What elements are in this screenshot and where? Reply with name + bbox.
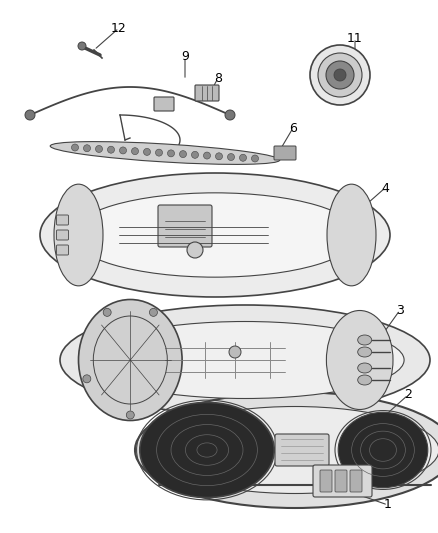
FancyBboxPatch shape [350,470,362,492]
Ellipse shape [310,45,370,105]
Text: 8: 8 [214,71,222,85]
FancyBboxPatch shape [275,434,329,466]
Ellipse shape [187,242,203,258]
Ellipse shape [86,321,404,399]
Ellipse shape [78,42,86,50]
Ellipse shape [326,311,393,409]
Text: 3: 3 [396,303,404,317]
Ellipse shape [83,375,91,383]
Ellipse shape [71,193,358,277]
FancyBboxPatch shape [57,215,68,225]
Ellipse shape [50,142,280,164]
FancyBboxPatch shape [57,230,68,240]
Ellipse shape [204,152,211,159]
Text: 2: 2 [404,389,412,401]
FancyBboxPatch shape [158,205,212,247]
Ellipse shape [60,305,430,415]
FancyBboxPatch shape [274,146,296,160]
FancyBboxPatch shape [154,97,174,111]
Ellipse shape [180,151,187,158]
Ellipse shape [167,150,174,157]
Ellipse shape [191,151,198,158]
Ellipse shape [135,392,438,508]
Ellipse shape [149,309,157,317]
Ellipse shape [334,69,346,81]
Ellipse shape [78,300,182,421]
FancyBboxPatch shape [195,85,219,101]
Ellipse shape [95,146,102,152]
Ellipse shape [229,346,241,358]
Ellipse shape [327,184,376,286]
Ellipse shape [131,148,138,155]
Ellipse shape [71,144,78,151]
Ellipse shape [358,375,372,385]
Ellipse shape [225,110,235,120]
Text: 1: 1 [384,498,392,512]
Ellipse shape [151,407,438,494]
Ellipse shape [338,413,428,488]
Ellipse shape [54,184,103,286]
Text: 4: 4 [381,182,389,195]
Ellipse shape [215,153,223,160]
Ellipse shape [25,110,35,120]
Ellipse shape [358,335,372,345]
Text: 11: 11 [347,31,363,44]
Ellipse shape [126,411,134,419]
Ellipse shape [144,148,151,156]
FancyBboxPatch shape [320,470,332,492]
Ellipse shape [155,149,162,156]
Ellipse shape [227,154,234,160]
Ellipse shape [326,61,354,89]
Ellipse shape [140,402,274,498]
FancyBboxPatch shape [335,470,347,492]
Text: 12: 12 [111,21,127,35]
Ellipse shape [358,347,372,357]
FancyBboxPatch shape [57,245,68,255]
Text: 9: 9 [181,51,189,63]
Ellipse shape [40,173,390,297]
Ellipse shape [107,146,114,153]
Ellipse shape [358,363,372,373]
Ellipse shape [84,145,91,152]
Ellipse shape [120,147,127,154]
FancyBboxPatch shape [313,465,372,497]
Text: 6: 6 [289,122,297,134]
Ellipse shape [318,53,362,97]
Ellipse shape [103,309,111,317]
Ellipse shape [251,155,258,162]
Ellipse shape [240,154,247,161]
